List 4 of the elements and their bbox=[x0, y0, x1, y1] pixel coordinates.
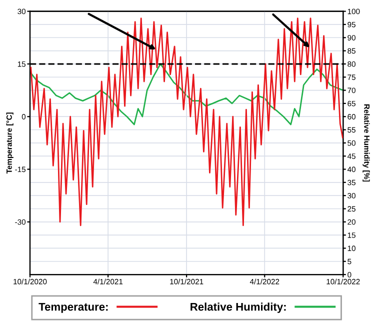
legend-label: Temperature: bbox=[38, 302, 108, 313]
line-series bbox=[30, 63, 344, 126]
line-series bbox=[30, 18, 344, 226]
legend-label: Relative Humidity: bbox=[190, 302, 286, 313]
